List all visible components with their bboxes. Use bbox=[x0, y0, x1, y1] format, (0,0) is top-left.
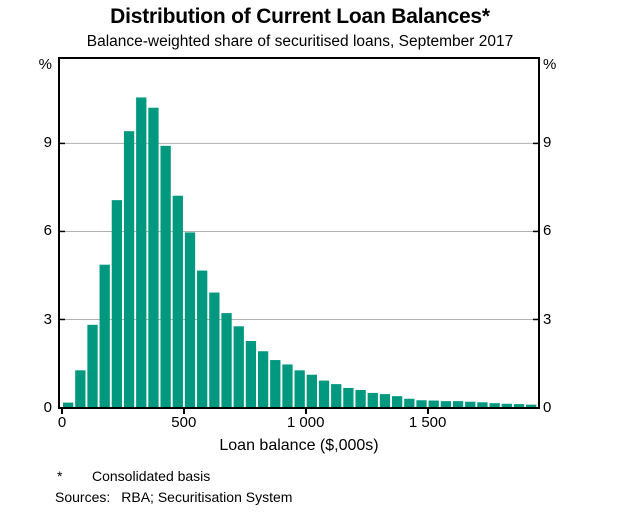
bar bbox=[99, 264, 110, 407]
x-tick bbox=[61, 409, 63, 414]
sources-text: RBA; Securitisation System bbox=[121, 489, 293, 505]
bar bbox=[209, 292, 220, 407]
bar bbox=[440, 401, 452, 407]
bar bbox=[184, 232, 196, 407]
bar bbox=[233, 326, 244, 407]
bar bbox=[331, 384, 342, 407]
y-tick-label-right: 0 bbox=[543, 398, 552, 416]
x-tick bbox=[304, 409, 307, 414]
bar bbox=[306, 374, 317, 407]
bar bbox=[489, 403, 500, 407]
y-tick-label-left: 3 bbox=[43, 310, 52, 328]
bars-svg bbox=[60, 97, 538, 407]
bar bbox=[343, 387, 354, 407]
sources-line: Sources: RBA; Securitisation System bbox=[55, 489, 292, 505]
plot-area bbox=[58, 57, 540, 409]
bar bbox=[75, 370, 86, 407]
y-tick-label-right: 6 bbox=[543, 222, 552, 240]
bar bbox=[355, 389, 366, 407]
bar bbox=[367, 392, 378, 407]
bar bbox=[197, 270, 208, 407]
bar bbox=[257, 351, 269, 407]
footnote-marker: * bbox=[57, 468, 63, 484]
bar bbox=[477, 402, 488, 407]
y-tick-label-right: 3 bbox=[543, 310, 552, 328]
bar bbox=[160, 145, 171, 407]
y-tick-label-right: 9 bbox=[543, 134, 552, 152]
y-tick-label-left: 9 bbox=[43, 134, 52, 152]
y-axis-unit-left: % bbox=[38, 56, 52, 73]
bar bbox=[465, 401, 476, 407]
bar bbox=[318, 380, 330, 407]
chart-subtitle: Balance-weighted share of securitised lo… bbox=[86, 33, 514, 50]
bar bbox=[136, 97, 147, 407]
x-tick-label: 500 bbox=[171, 414, 197, 431]
y-tick-label-left: 6 bbox=[43, 222, 52, 240]
bar bbox=[282, 364, 293, 407]
footnote-text: Consolidated basis bbox=[92, 468, 211, 484]
y-tick-label-left: 0 bbox=[43, 398, 52, 416]
x-tick-label: 1 500 bbox=[408, 414, 447, 431]
x-tick bbox=[426, 409, 429, 414]
x-tick bbox=[182, 409, 185, 414]
bar bbox=[513, 404, 525, 407]
bar bbox=[111, 200, 123, 407]
x-tick-label: 0 bbox=[57, 414, 67, 431]
bar bbox=[392, 396, 403, 407]
bar bbox=[172, 195, 183, 407]
bar bbox=[526, 404, 537, 407]
bar bbox=[501, 403, 512, 407]
bar bbox=[404, 398, 415, 407]
bar bbox=[245, 340, 257, 407]
bar bbox=[294, 370, 305, 407]
bar bbox=[221, 313, 232, 407]
x-axis-label: Loan balance ($,000s) bbox=[219, 437, 379, 454]
bar bbox=[87, 324, 98, 407]
footnote: * Consolidated basis bbox=[57, 468, 210, 484]
bar bbox=[416, 400, 427, 407]
bar bbox=[63, 402, 74, 407]
x-tick-label: 1 000 bbox=[286, 414, 325, 431]
bar bbox=[428, 400, 439, 407]
bar bbox=[148, 107, 159, 407]
chart-title: Distribution of Current Loan Balances* bbox=[110, 5, 490, 28]
bar bbox=[452, 401, 464, 407]
y-axis-unit-right: % bbox=[543, 56, 557, 73]
bar bbox=[123, 131, 135, 407]
sources-label: Sources: bbox=[55, 489, 111, 505]
bar bbox=[379, 394, 391, 407]
bar bbox=[270, 360, 281, 407]
